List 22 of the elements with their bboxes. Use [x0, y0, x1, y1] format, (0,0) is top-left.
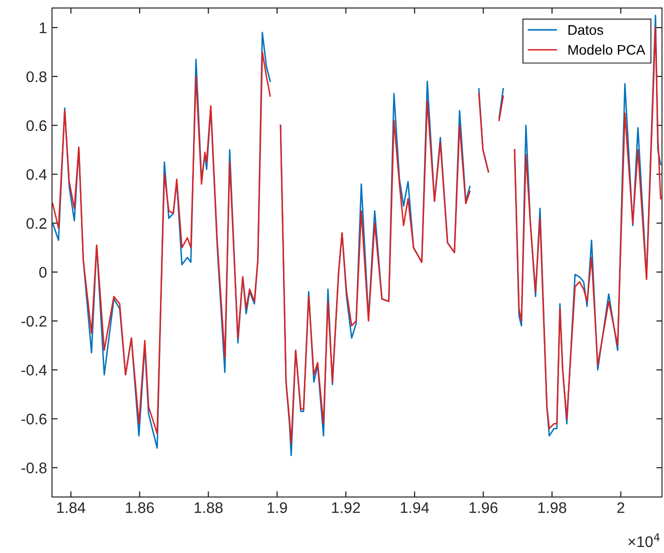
x-tick-label: 1.94	[400, 502, 429, 514]
y-tick-label: 1	[40, 22, 46, 34]
x-tick-label: 1.88	[194, 502, 223, 514]
y-tick-label: 0.6	[26, 120, 46, 132]
x-tick-label: 1.92	[332, 502, 360, 514]
legend-label: Modelo PCA	[568, 44, 646, 55]
y-tick-label: 0.2	[26, 218, 46, 229]
y-tick-label: 0	[39, 266, 47, 278]
x-tick-label: 1.98	[538, 502, 566, 514]
x-tick-label: 2	[617, 502, 624, 513]
x-tick-label: 1.9	[268, 502, 287, 514]
y-tick-label: -0.4	[21, 364, 47, 376]
y-tick-label: 0.4	[26, 169, 47, 180]
y-tick-label: -0.8	[21, 462, 46, 474]
x-tick-label: 1.96	[470, 502, 498, 514]
text: ×10$^{4}$	[628, 533, 660, 548]
y-tick-label: -0.6	[21, 414, 46, 424]
legend-label: Datos	[568, 25, 604, 35]
x-tick-label: 1.84	[57, 502, 86, 514]
y-tick-label: -0.2	[21, 316, 46, 327]
y-tick-label: 0.8	[26, 71, 46, 82]
x-tick-label: 1.86	[126, 502, 154, 514]
